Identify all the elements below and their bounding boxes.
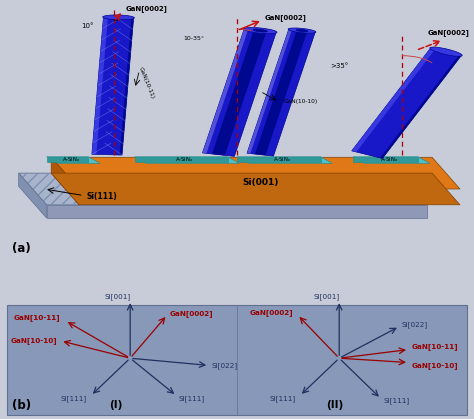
Polygon shape [135, 157, 239, 163]
Polygon shape [202, 29, 276, 156]
Text: GaN[10-11]: GaN[10-11] [411, 343, 458, 350]
Text: GaN(10-11): GaN(10-11) [138, 67, 155, 100]
Text: Si[001]: Si[001] [105, 293, 131, 300]
Bar [7, 305, 467, 415]
Text: A-SiN$_x$: A-SiN$_x$ [380, 155, 398, 163]
Text: Si(001): Si(001) [242, 178, 278, 187]
Polygon shape [237, 157, 320, 161]
Ellipse shape [296, 29, 308, 32]
Text: GaN[10-10]: GaN[10-10] [411, 362, 458, 369]
Text: GaN(10-10): GaN(10-10) [283, 99, 318, 104]
Polygon shape [247, 29, 315, 156]
Text: >35°: >35° [330, 62, 348, 69]
Text: GaN[0002]: GaN[0002] [428, 30, 469, 36]
Polygon shape [51, 157, 460, 189]
Text: GaN[10-10]: GaN[10-10] [10, 337, 57, 344]
Polygon shape [212, 30, 266, 155]
Polygon shape [92, 17, 134, 155]
Ellipse shape [253, 29, 267, 32]
Text: Si(111): Si(111) [86, 192, 117, 201]
Polygon shape [46, 157, 88, 161]
Text: Si[111]: Si[111] [61, 395, 87, 401]
Polygon shape [202, 29, 248, 153]
Text: Si[022]: Si[022] [211, 362, 237, 369]
Polygon shape [255, 30, 307, 155]
Polygon shape [120, 18, 134, 155]
Polygon shape [135, 157, 228, 161]
Text: (II): (II) [326, 400, 343, 410]
Ellipse shape [288, 28, 316, 33]
Ellipse shape [103, 15, 135, 20]
Polygon shape [92, 17, 108, 154]
Ellipse shape [430, 47, 462, 57]
Text: (I): (I) [109, 400, 123, 410]
Polygon shape [353, 157, 418, 161]
Polygon shape [352, 48, 461, 158]
Text: GaN[0002]: GaN[0002] [265, 14, 307, 21]
Text: Si[111]: Si[111] [270, 395, 296, 401]
Polygon shape [18, 173, 428, 205]
Text: GaN[0002]: GaN[0002] [250, 309, 294, 316]
Text: Si[111]: Si[111] [179, 395, 205, 401]
Text: Si[111]: Si[111] [383, 398, 410, 404]
Polygon shape [353, 157, 430, 163]
Text: (b): (b) [12, 399, 31, 412]
Text: Si[022]: Si[022] [402, 321, 428, 328]
Polygon shape [380, 55, 461, 158]
Text: GaN[0002]: GaN[0002] [170, 310, 213, 317]
Text: GaN[10-11]: GaN[10-11] [14, 314, 61, 321]
Polygon shape [237, 157, 332, 163]
Text: A-SiN$_x$: A-SiN$_x$ [175, 155, 194, 163]
Polygon shape [46, 205, 428, 218]
Polygon shape [352, 48, 435, 152]
Text: GaN[0002]: GaN[0002] [126, 5, 167, 12]
Text: 10°: 10° [82, 23, 94, 29]
Polygon shape [51, 157, 79, 205]
Polygon shape [247, 29, 292, 154]
Text: A-SiN$_x$: A-SiN$_x$ [62, 155, 80, 163]
Ellipse shape [244, 28, 277, 34]
Polygon shape [18, 173, 46, 218]
Polygon shape [46, 157, 100, 163]
Text: A-SiN$_x$: A-SiN$_x$ [273, 155, 292, 163]
Polygon shape [51, 173, 460, 205]
Text: Si[001]: Si[001] [314, 293, 340, 300]
Text: 10-35°: 10-35° [183, 36, 205, 41]
Text: (a): (a) [12, 242, 30, 255]
